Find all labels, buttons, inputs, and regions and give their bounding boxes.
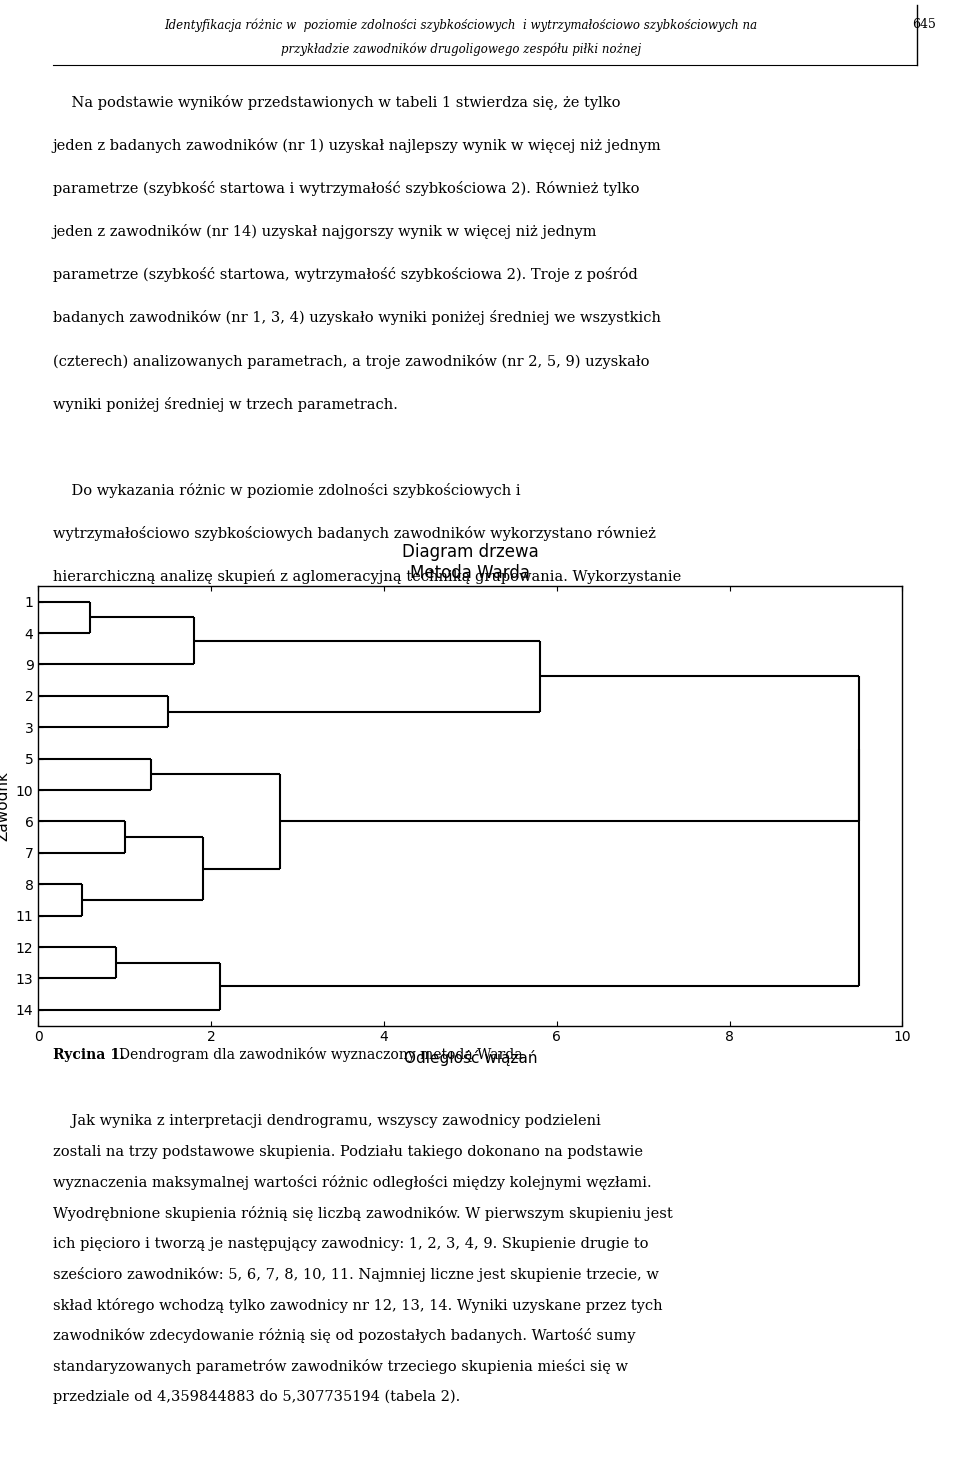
Text: skład którego wchodzą tylko zawodnicy nr 12, 13, 14. Wyniki uzyskane przez tych: skład którego wchodzą tylko zawodnicy nr… [53,1298,662,1313]
Text: sześcioro zawodników: 5, 6, 7, 8, 10, 11. Najmniej liczne jest skupienie trzecie: sześcioro zawodników: 5, 6, 7, 8, 10, 11… [53,1267,659,1282]
Text: Jak wynika z interpretacji dendrogramu, wszyscy zawodnicy podzieleni: Jak wynika z interpretacji dendrogramu, … [53,1113,601,1128]
Text: jeden z zawodników (nr 14) uzyskał najgorszy wynik w więcej niż jednym: jeden z zawodników (nr 14) uzyskał najgo… [53,224,597,239]
Text: hierarchiczną analizę skupień z aglomeracyjną techniką grupowania. Wykorzystanie: hierarchiczną analizę skupień z aglomera… [53,570,681,585]
Title: Diagram drzewa
Metoda Warda: Diagram drzewa Metoda Warda [402,544,539,582]
Text: Do wykazania różnic w poziomie zdolności szybkościowych i: Do wykazania różnic w poziomie zdolności… [53,483,520,498]
Text: tej metody pozwoliło wyodrębnić grupy zawodników (klastry), których parametry: tej metody pozwoliło wyodrębnić grupy za… [53,612,657,627]
Text: wyniki poniżej średniej w trzech parametrach.: wyniki poniżej średniej w trzech paramet… [53,397,397,412]
Text: jeden z badanych zawodników (nr 1) uzyskał najlepszy wynik w więcej niż jednym: jeden z badanych zawodników (nr 1) uzysk… [53,138,661,152]
Text: do siebie najbardziej podobne. Wyniki przeprowadzonej analizy przedstawiono w: do siebie najbardziej podobne. Wyniki pr… [53,699,655,713]
Text: Na podstawie wyników przedstawionych w tabeli 1 stwierdza się, że tylko: Na podstawie wyników przedstawionych w t… [53,95,620,110]
Text: wytrzymałościowo szybkościowych badanych zawodników wykorzystano również: wytrzymałościowo szybkościowych badanych… [53,526,656,541]
Text: charakteryzujące zdolności szybkościowe    i wytrzymałościowo szybkościowe są: charakteryzujące zdolności szybkościowe … [53,656,653,671]
Text: wyznaczenia maksymalnej wartości różnic odległości między kolejnymi węzłami.: wyznaczenia maksymalnej wartości różnic … [53,1175,652,1191]
Text: zawodników zdecydowanie różnią się od pozostałych badanych. Wartość sumy: zawodników zdecydowanie różnią się od po… [53,1329,636,1343]
Text: przedziale od 4,359844883 do 5,307735194 (tabela 2).: przedziale od 4,359844883 do 5,307735194… [53,1390,460,1403]
Text: postaci dendrogramu (rycina 1).: postaci dendrogramu (rycina 1). [53,741,293,756]
Text: Wyodrębnione skupienia różnią się liczbą zawodników. W pierwszym skupieniu jest: Wyodrębnione skupienia różnią się liczbą… [53,1206,673,1220]
Text: badanych zawodników (nr 1, 3, 4) uzyskało wyniki poniżej średniej we wszystkich: badanych zawodników (nr 1, 3, 4) uzyskał… [53,311,660,325]
Text: zostali na trzy podstawowe skupienia. Podziału takiego dokonano na podstawie: zostali na trzy podstawowe skupienia. Po… [53,1144,643,1159]
Text: 645: 645 [912,18,936,31]
Text: ich pięcioro i tworzą je następujący zawodnicy: 1, 2, 3, 4, 9. Skupienie drugie : ich pięcioro i tworzą je następujący zaw… [53,1236,648,1251]
X-axis label: Odległość wiązań: Odległość wiązań [403,1050,538,1067]
Text: Identyfikacja różnic w  poziomie zdolności szybkościowych  i wytrzymałościowo sz: Identyfikacja różnic w poziomie zdolnośc… [164,18,757,32]
Y-axis label: Zawodnk: Zawodnk [0,771,11,841]
Text: (czterech) analizowanych parametrach, a troje zawodników (nr 2, 5, 9) uzyskało: (czterech) analizowanych parametrach, a … [53,353,649,369]
Text: parametrze (szybkość startowa, wytrzymałość szybkościowa 2). Troje z pośród: parametrze (szybkość startowa, wytrzymał… [53,267,637,283]
Text: przykładzie zawodników drugoligowego zespółu piłki nożnej: przykładzie zawodników drugoligowego zes… [280,42,641,56]
Text: standaryzowanych parametrów zawodników trzeciego skupienia mieści się w: standaryzowanych parametrów zawodników t… [53,1360,628,1374]
Text: Rycina 1.: Rycina 1. [53,1047,125,1062]
Text: parametrze (szybkość startowa i wytrzymałość szybkościowa 2). Również tylko: parametrze (szybkość startowa i wytrzyma… [53,182,639,196]
Text: Dendrogram dla zawodników wyznaczony metodą Warda: Dendrogram dla zawodników wyznaczony met… [119,1047,522,1062]
